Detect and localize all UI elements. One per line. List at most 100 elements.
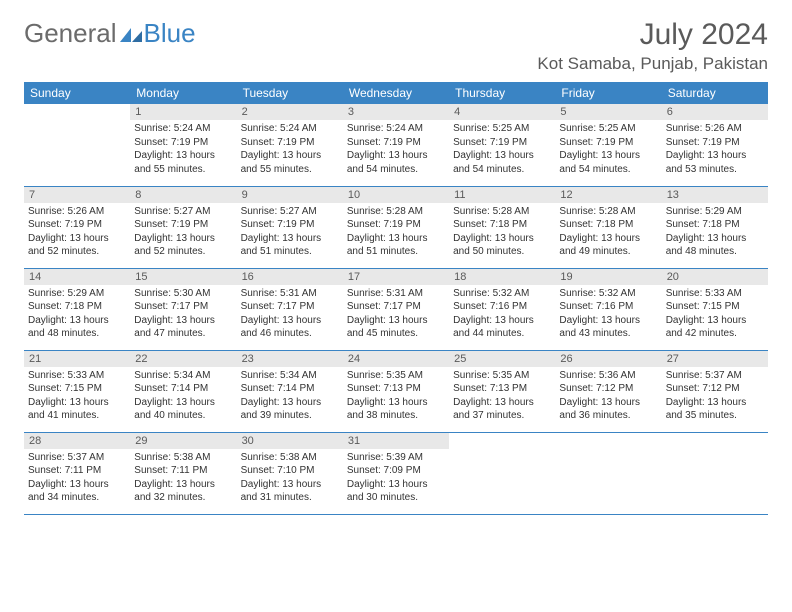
day-header: Monday [130,82,236,104]
calendar-day-cell [555,432,661,514]
daylight-line: Daylight: 13 hours and 44 minutes. [453,314,551,341]
day-detail: Sunrise: 5:33 AMSunset: 7:15 PMDaylight:… [24,367,130,427]
sunrise-line: Sunrise: 5:34 AM [241,369,339,383]
day-detail: Sunrise: 5:26 AMSunset: 7:19 PMDaylight:… [662,120,768,180]
sunrise-line: Sunrise: 5:35 AM [453,369,551,383]
daylight-line: Daylight: 13 hours and 34 minutes. [28,478,126,505]
daylight-line: Daylight: 13 hours and 32 minutes. [134,478,232,505]
day-detail: Sunrise: 5:33 AMSunset: 7:15 PMDaylight:… [662,285,768,345]
calendar-day-cell: 23Sunrise: 5:34 AMSunset: 7:14 PMDayligh… [237,350,343,432]
day-detail: Sunrise: 5:24 AMSunset: 7:19 PMDaylight:… [130,120,236,180]
day-number: 28 [24,433,130,449]
day-number: 10 [343,187,449,203]
sunset-line: Sunset: 7:10 PM [241,464,339,478]
daylight-line: Daylight: 13 hours and 54 minutes. [347,149,445,176]
day-number: 8 [130,187,236,203]
header-row: General Blue July 2024 Kot Samaba, Punja… [24,18,768,74]
day-number [555,433,661,449]
calendar-day-cell [449,432,555,514]
day-detail: Sunrise: 5:39 AMSunset: 7:09 PMDaylight:… [343,449,449,509]
calendar-day-cell: 12Sunrise: 5:28 AMSunset: 7:18 PMDayligh… [555,186,661,268]
sunset-line: Sunset: 7:17 PM [347,300,445,314]
sunset-line: Sunset: 7:19 PM [241,218,339,232]
sunrise-line: Sunrise: 5:29 AM [28,287,126,301]
day-detail: Sunrise: 5:32 AMSunset: 7:16 PMDaylight:… [449,285,555,345]
sunset-line: Sunset: 7:12 PM [666,382,764,396]
sunrise-line: Sunrise: 5:24 AM [347,122,445,136]
sunrise-line: Sunrise: 5:28 AM [347,205,445,219]
calendar-day-cell: 27Sunrise: 5:37 AMSunset: 7:12 PMDayligh… [662,350,768,432]
sunrise-line: Sunrise: 5:31 AM [241,287,339,301]
sunrise-line: Sunrise: 5:36 AM [559,369,657,383]
logo-text-blue: Blue [144,18,196,49]
daylight-line: Daylight: 13 hours and 38 minutes. [347,396,445,423]
day-detail: Sunrise: 5:27 AMSunset: 7:19 PMDaylight:… [237,203,343,263]
logo-text-gray: General [24,18,117,49]
day-detail: Sunrise: 5:35 AMSunset: 7:13 PMDaylight:… [343,367,449,427]
calendar-day-cell: 7Sunrise: 5:26 AMSunset: 7:19 PMDaylight… [24,186,130,268]
calendar-day-cell: 5Sunrise: 5:25 AMSunset: 7:19 PMDaylight… [555,104,661,186]
sunset-line: Sunset: 7:19 PM [134,218,232,232]
day-number: 21 [24,351,130,367]
sunset-line: Sunset: 7:19 PM [347,218,445,232]
calendar-week-row: 21Sunrise: 5:33 AMSunset: 7:15 PMDayligh… [24,350,768,432]
day-detail: Sunrise: 5:28 AMSunset: 7:18 PMDaylight:… [555,203,661,263]
day-header: Tuesday [237,82,343,104]
sunset-line: Sunset: 7:13 PM [453,382,551,396]
calendar-week-row: 1Sunrise: 5:24 AMSunset: 7:19 PMDaylight… [24,104,768,186]
sunset-line: Sunset: 7:19 PM [559,136,657,150]
sunset-line: Sunset: 7:15 PM [666,300,764,314]
daylight-line: Daylight: 13 hours and 30 minutes. [347,478,445,505]
calendar-day-cell: 19Sunrise: 5:32 AMSunset: 7:16 PMDayligh… [555,268,661,350]
calendar-day-cell: 1Sunrise: 5:24 AMSunset: 7:19 PMDaylight… [130,104,236,186]
daylight-line: Daylight: 13 hours and 37 minutes. [453,396,551,423]
sunset-line: Sunset: 7:14 PM [134,382,232,396]
sunset-line: Sunset: 7:19 PM [666,136,764,150]
sunrise-line: Sunrise: 5:24 AM [241,122,339,136]
day-detail: Sunrise: 5:24 AMSunset: 7:19 PMDaylight:… [237,120,343,180]
sunrise-line: Sunrise: 5:24 AM [134,122,232,136]
sunrise-line: Sunrise: 5:31 AM [347,287,445,301]
sunset-line: Sunset: 7:17 PM [134,300,232,314]
day-detail: Sunrise: 5:31 AMSunset: 7:17 PMDaylight:… [343,285,449,345]
day-number: 11 [449,187,555,203]
daylight-line: Daylight: 13 hours and 52 minutes. [28,232,126,259]
sunrise-line: Sunrise: 5:27 AM [241,205,339,219]
sunrise-line: Sunrise: 5:32 AM [559,287,657,301]
sail-icon [120,28,142,42]
day-number: 22 [130,351,236,367]
calendar-day-cell: 4Sunrise: 5:25 AMSunset: 7:19 PMDaylight… [449,104,555,186]
sunrise-line: Sunrise: 5:35 AM [347,369,445,383]
calendar-week-row: 7Sunrise: 5:26 AMSunset: 7:19 PMDaylight… [24,186,768,268]
calendar-week-row: 14Sunrise: 5:29 AMSunset: 7:18 PMDayligh… [24,268,768,350]
sunrise-line: Sunrise: 5:39 AM [347,451,445,465]
sunset-line: Sunset: 7:18 PM [559,218,657,232]
calendar-day-cell: 18Sunrise: 5:32 AMSunset: 7:16 PMDayligh… [449,268,555,350]
daylight-line: Daylight: 13 hours and 48 minutes. [28,314,126,341]
sunrise-line: Sunrise: 5:34 AM [134,369,232,383]
sunset-line: Sunset: 7:16 PM [559,300,657,314]
day-detail: Sunrise: 5:27 AMSunset: 7:19 PMDaylight:… [130,203,236,263]
daylight-line: Daylight: 13 hours and 48 minutes. [666,232,764,259]
calendar-day-cell: 22Sunrise: 5:34 AMSunset: 7:14 PMDayligh… [130,350,236,432]
sunrise-line: Sunrise: 5:25 AM [559,122,657,136]
day-detail: Sunrise: 5:31 AMSunset: 7:17 PMDaylight:… [237,285,343,345]
daylight-line: Daylight: 13 hours and 51 minutes. [347,232,445,259]
day-detail: Sunrise: 5:24 AMSunset: 7:19 PMDaylight:… [343,120,449,180]
day-detail: Sunrise: 5:29 AMSunset: 7:18 PMDaylight:… [24,285,130,345]
daylight-line: Daylight: 13 hours and 35 minutes. [666,396,764,423]
daylight-line: Daylight: 13 hours and 47 minutes. [134,314,232,341]
sunset-line: Sunset: 7:19 PM [453,136,551,150]
sunset-line: Sunset: 7:09 PM [347,464,445,478]
day-detail: Sunrise: 5:25 AMSunset: 7:19 PMDaylight:… [555,120,661,180]
daylight-line: Daylight: 13 hours and 53 minutes. [666,149,764,176]
day-detail: Sunrise: 5:29 AMSunset: 7:18 PMDaylight:… [662,203,768,263]
calendar-day-cell [24,104,130,186]
calendar-day-cell: 25Sunrise: 5:35 AMSunset: 7:13 PMDayligh… [449,350,555,432]
day-number: 27 [662,351,768,367]
daylight-line: Daylight: 13 hours and 39 minutes. [241,396,339,423]
sunset-line: Sunset: 7:18 PM [453,218,551,232]
day-detail: Sunrise: 5:36 AMSunset: 7:12 PMDaylight:… [555,367,661,427]
calendar-day-cell: 6Sunrise: 5:26 AMSunset: 7:19 PMDaylight… [662,104,768,186]
day-detail: Sunrise: 5:35 AMSunset: 7:13 PMDaylight:… [449,367,555,427]
